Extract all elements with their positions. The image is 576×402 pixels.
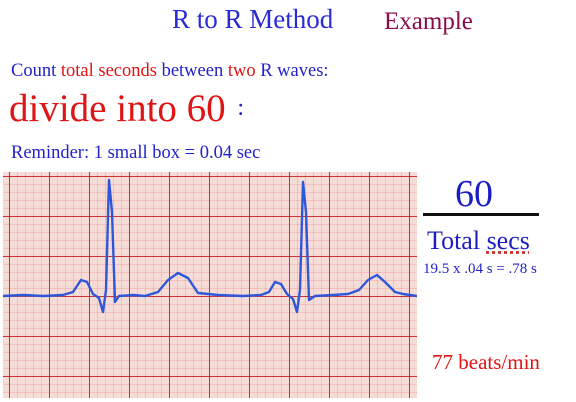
ecg-strip-image bbox=[3, 172, 417, 398]
divide-colon: : bbox=[237, 95, 245, 121]
instruction-highlight-total-seconds: total seconds bbox=[60, 61, 157, 81]
ecg-grid bbox=[3, 172, 417, 398]
ecg-trace bbox=[3, 178, 417, 314]
denominator-word-total: Total bbox=[427, 226, 481, 255]
example-label: Example bbox=[384, 8, 473, 35]
calculation-text: 19.5 x .04 s = .78 s bbox=[423, 261, 537, 277]
instruction-prefix: Count bbox=[11, 61, 61, 81]
slide-title: R to R Method bbox=[172, 4, 334, 34]
fraction-bar bbox=[423, 213, 539, 216]
instruction-suffix: R waves: bbox=[255, 61, 329, 81]
instruction-text: Count total seconds between two R waves: bbox=[11, 61, 329, 82]
denominator-word-secs: secs bbox=[486, 226, 530, 255]
instruction-middle: between bbox=[156, 61, 228, 81]
fraction-denominator: Total secs bbox=[427, 226, 530, 256]
reminder-text: Reminder: 1 small box = 0.04 sec bbox=[11, 143, 261, 163]
divide-text: divide into 60 bbox=[9, 87, 226, 130]
fraction-numerator: 60 bbox=[455, 173, 493, 215]
divide-heading: divide into 60 : bbox=[9, 86, 244, 131]
instruction-highlight-two: two bbox=[227, 61, 256, 81]
heart-rate-result: 77 beats/min bbox=[432, 350, 540, 374]
